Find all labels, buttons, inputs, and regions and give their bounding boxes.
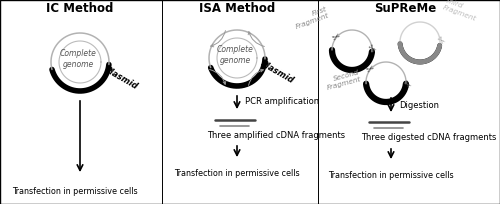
Text: ✂: ✂ — [330, 30, 342, 42]
Text: Three digested cDNA fragments: Three digested cDNA fragments — [361, 133, 496, 143]
Text: IC Method: IC Method — [46, 1, 114, 14]
Text: Plasmid: Plasmid — [103, 65, 140, 91]
Text: Digestion: Digestion — [399, 101, 439, 110]
Text: First
Fragment: First Fragment — [292, 6, 330, 30]
Text: Transfection in permissive cells: Transfection in permissive cells — [12, 187, 138, 196]
Text: ✂: ✂ — [364, 62, 376, 74]
Text: ✂: ✂ — [434, 34, 448, 46]
Text: ISA Method: ISA Method — [199, 1, 275, 14]
Text: ✂: ✂ — [366, 42, 378, 54]
Text: Transfection in permissive cells: Transfection in permissive cells — [174, 170, 300, 178]
Text: Three amplified cDNA fragments: Three amplified cDNA fragments — [207, 131, 345, 140]
Text: Transfection in permissive cells: Transfection in permissive cells — [328, 171, 454, 180]
Text: SuPReMe: SuPReMe — [374, 1, 436, 14]
Text: Complete
genome: Complete genome — [216, 45, 254, 65]
Text: ✂: ✂ — [400, 78, 413, 90]
Text: Complete
genome: Complete genome — [60, 49, 96, 69]
Text: Third
Fragment: Third Fragment — [442, 0, 480, 22]
Text: PCR amplification: PCR amplification — [245, 98, 319, 106]
Text: Plasmid: Plasmid — [259, 59, 296, 85]
Text: Second
Fragment: Second Fragment — [324, 69, 362, 91]
